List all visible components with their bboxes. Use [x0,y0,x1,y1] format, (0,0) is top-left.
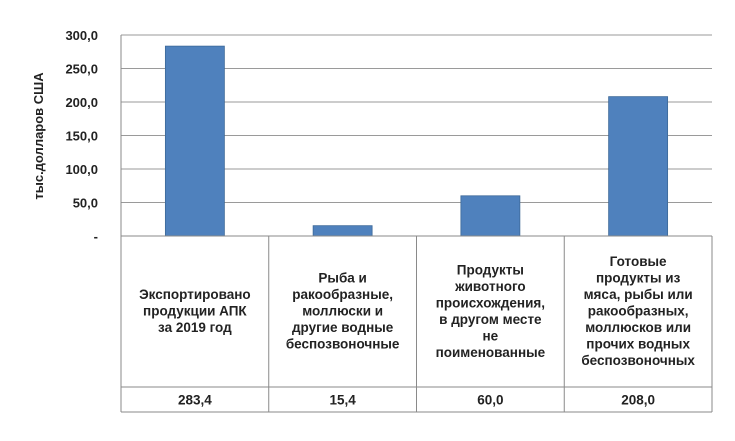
category-label: продукты из [596,271,681,286]
y-axis-label: тыс.долларов США [31,72,46,200]
category-label: поименованные [436,345,546,360]
y-tick-label: 50,0 [73,196,98,211]
y-tick-label: 200,0 [65,95,98,110]
category-label: животного [454,279,526,294]
category-label: Продукты [457,262,524,277]
y-tick-label: - [94,229,98,244]
category-label: ракообразные, [292,287,393,302]
value-label: 60,0 [477,393,503,408]
category-label: моллюски и [302,304,383,319]
bar [608,96,669,237]
category-label: прочих водных [586,337,690,352]
category-label: моллюсков или [585,320,691,335]
y-tick-label: 150,0 [65,129,98,144]
category-label: происхождения, [436,295,545,310]
bar [312,225,373,237]
bar [164,45,225,237]
category-label: продукции АПК [143,304,247,319]
category-label: за 2019 год [158,320,232,335]
category-label: мяса, рыбы или [584,287,693,302]
y-tick-label: 300,0 [65,28,98,43]
y-tick-label: 100,0 [65,162,98,177]
category-label: Рыба и [318,271,366,286]
category-label: Экспортировано [139,287,251,302]
bars [164,45,669,237]
value-label: 283,4 [178,393,212,408]
value-label: 15,4 [329,393,356,408]
category-label: ракообразных, [588,304,689,319]
value-label: 208,0 [621,393,655,408]
category-label: беспозвоночных [581,353,695,368]
bar [460,195,521,237]
category-label: Готовые [610,254,667,269]
category-label: не [483,328,499,343]
category-label: беспозвоночные [286,337,400,352]
category-label: другие водные [292,320,394,335]
category-label: в другом месте [439,312,542,327]
y-tick-label: 250,0 [65,62,98,77]
y-axis-ticks: - 50,0 100,0 150,0 200,0 250,0 300,0 [65,28,98,244]
